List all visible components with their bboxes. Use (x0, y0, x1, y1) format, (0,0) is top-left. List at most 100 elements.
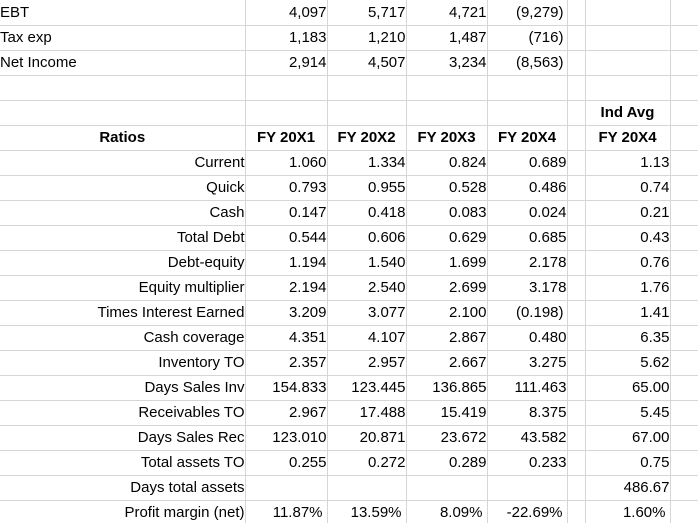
value-cell[interactable]: 1,487 (406, 25, 488, 51)
empty-cell[interactable] (567, 75, 586, 101)
value-cell[interactable]: 0.685 (487, 225, 568, 251)
row-label[interactable]: Inventory TO (0, 350, 246, 376)
value-cell[interactable] (327, 475, 407, 501)
empty-cell[interactable] (670, 125, 698, 151)
empty-cell[interactable] (567, 325, 586, 351)
ind-avg-cell[interactable]: 67.00 (585, 425, 671, 451)
value-cell[interactable]: 0.486 (487, 175, 568, 201)
year-header[interactable]: FY 20X1 (245, 125, 328, 151)
empty-cell[interactable] (585, 75, 671, 101)
empty-cell[interactable] (585, 0, 671, 26)
value-cell[interactable]: 0.955 (327, 175, 407, 201)
ind-avg-cell[interactable]: 0.43 (585, 225, 671, 251)
empty-cell[interactable] (670, 150, 698, 176)
empty-cell[interactable] (670, 350, 698, 376)
empty-cell[interactable] (567, 375, 586, 401)
ratios-title[interactable]: Ratios (0, 125, 246, 151)
empty-cell[interactable] (670, 50, 698, 76)
empty-cell[interactable] (670, 275, 698, 301)
value-cell[interactable]: 1.060 (245, 150, 328, 176)
value-cell[interactable]: 0.480 (487, 325, 568, 351)
value-cell[interactable]: 4.351 (245, 325, 328, 351)
value-cell[interactable]: 8.09% (406, 500, 488, 523)
year-header[interactable]: FY 20X3 (406, 125, 488, 151)
value-cell[interactable]: 0.418 (327, 200, 407, 226)
empty-cell[interactable] (670, 175, 698, 201)
empty-cell[interactable] (670, 425, 698, 451)
empty-cell[interactable] (567, 175, 586, 201)
empty-cell[interactable] (567, 500, 586, 523)
value-cell[interactable]: 23.672 (406, 425, 488, 451)
value-cell[interactable]: 0.255 (245, 450, 328, 476)
ind-avg-cell[interactable]: 1.76 (585, 275, 671, 301)
ind-avg-cell[interactable]: 1.60% (585, 500, 671, 523)
row-label[interactable]: Days total assets (0, 475, 246, 501)
value-cell[interactable]: 2.967 (245, 400, 328, 426)
empty-cell[interactable] (670, 25, 698, 51)
empty-cell[interactable] (567, 50, 586, 76)
empty-cell[interactable] (670, 375, 698, 401)
value-cell[interactable]: (9,279) (487, 0, 568, 26)
empty-cell[interactable] (567, 275, 586, 301)
empty-cell[interactable] (585, 50, 671, 76)
row-label[interactable]: Days Sales Rec (0, 425, 246, 451)
ind-avg-cell[interactable]: 0.75 (585, 450, 671, 476)
value-cell[interactable]: 11.87% (245, 500, 328, 523)
value-cell[interactable]: 111.463 (487, 375, 568, 401)
value-cell[interactable] (406, 475, 488, 501)
value-cell[interactable]: 1.540 (327, 250, 407, 276)
ind-avg-cell[interactable]: 486.67 (585, 475, 671, 501)
row-label[interactable]: Net Income (0, 50, 246, 76)
value-cell[interactable]: 0.824 (406, 150, 488, 176)
value-cell[interactable]: 0.544 (245, 225, 328, 251)
row-label[interactable]: Profit margin (net) (0, 500, 246, 523)
empty-cell[interactable] (487, 75, 568, 101)
empty-cell[interactable] (406, 75, 488, 101)
ind-avg-cell[interactable]: 6.35 (585, 325, 671, 351)
empty-cell[interactable] (670, 500, 698, 523)
value-cell[interactable]: 2.540 (327, 275, 407, 301)
empty-cell[interactable] (670, 400, 698, 426)
empty-cell[interactable] (670, 250, 698, 276)
value-cell[interactable]: 13.59% (327, 500, 407, 523)
value-cell[interactable]: 3.178 (487, 275, 568, 301)
ind-avg-cell[interactable]: 0.74 (585, 175, 671, 201)
ind-avg-cell[interactable]: 0.21 (585, 200, 671, 226)
empty-cell[interactable] (670, 300, 698, 326)
value-cell[interactable]: 2.867 (406, 325, 488, 351)
empty-cell[interactable] (670, 475, 698, 501)
row-label[interactable]: Times Interest Earned (0, 300, 246, 326)
empty-cell[interactable] (567, 100, 586, 126)
row-label[interactable]: Tax exp (0, 25, 246, 51)
value-cell[interactable]: 0.233 (487, 450, 568, 476)
empty-cell[interactable] (567, 400, 586, 426)
value-cell[interactable]: 1,183 (245, 25, 328, 51)
value-cell[interactable]: 4,097 (245, 0, 328, 26)
ind-avg-cell[interactable]: 5.45 (585, 400, 671, 426)
value-cell[interactable]: 4.107 (327, 325, 407, 351)
empty-cell[interactable] (0, 100, 246, 126)
row-label[interactable]: EBT (0, 0, 246, 26)
empty-cell[interactable] (567, 475, 586, 501)
value-cell[interactable]: 4,507 (327, 50, 407, 76)
ind-avg-cell[interactable]: 1.41 (585, 300, 671, 326)
empty-cell[interactable] (567, 350, 586, 376)
empty-cell[interactable] (406, 100, 488, 126)
value-cell[interactable]: 0.606 (327, 225, 407, 251)
row-label[interactable]: Days Sales Inv (0, 375, 246, 401)
value-cell[interactable]: 1.194 (245, 250, 328, 276)
year-header[interactable]: FY 20X4 (487, 125, 568, 151)
value-cell[interactable]: 43.582 (487, 425, 568, 451)
value-cell[interactable]: 0.083 (406, 200, 488, 226)
empty-cell[interactable] (327, 75, 407, 101)
value-cell[interactable]: 0.528 (406, 175, 488, 201)
value-cell[interactable]: 1.699 (406, 250, 488, 276)
value-cell[interactable]: 3,234 (406, 50, 488, 76)
value-cell[interactable]: 0.024 (487, 200, 568, 226)
value-cell[interactable]: 3.209 (245, 300, 328, 326)
value-cell[interactable]: 0.147 (245, 200, 328, 226)
empty-cell[interactable] (487, 100, 568, 126)
empty-cell[interactable] (670, 325, 698, 351)
empty-cell[interactable] (567, 250, 586, 276)
empty-cell[interactable] (670, 225, 698, 251)
